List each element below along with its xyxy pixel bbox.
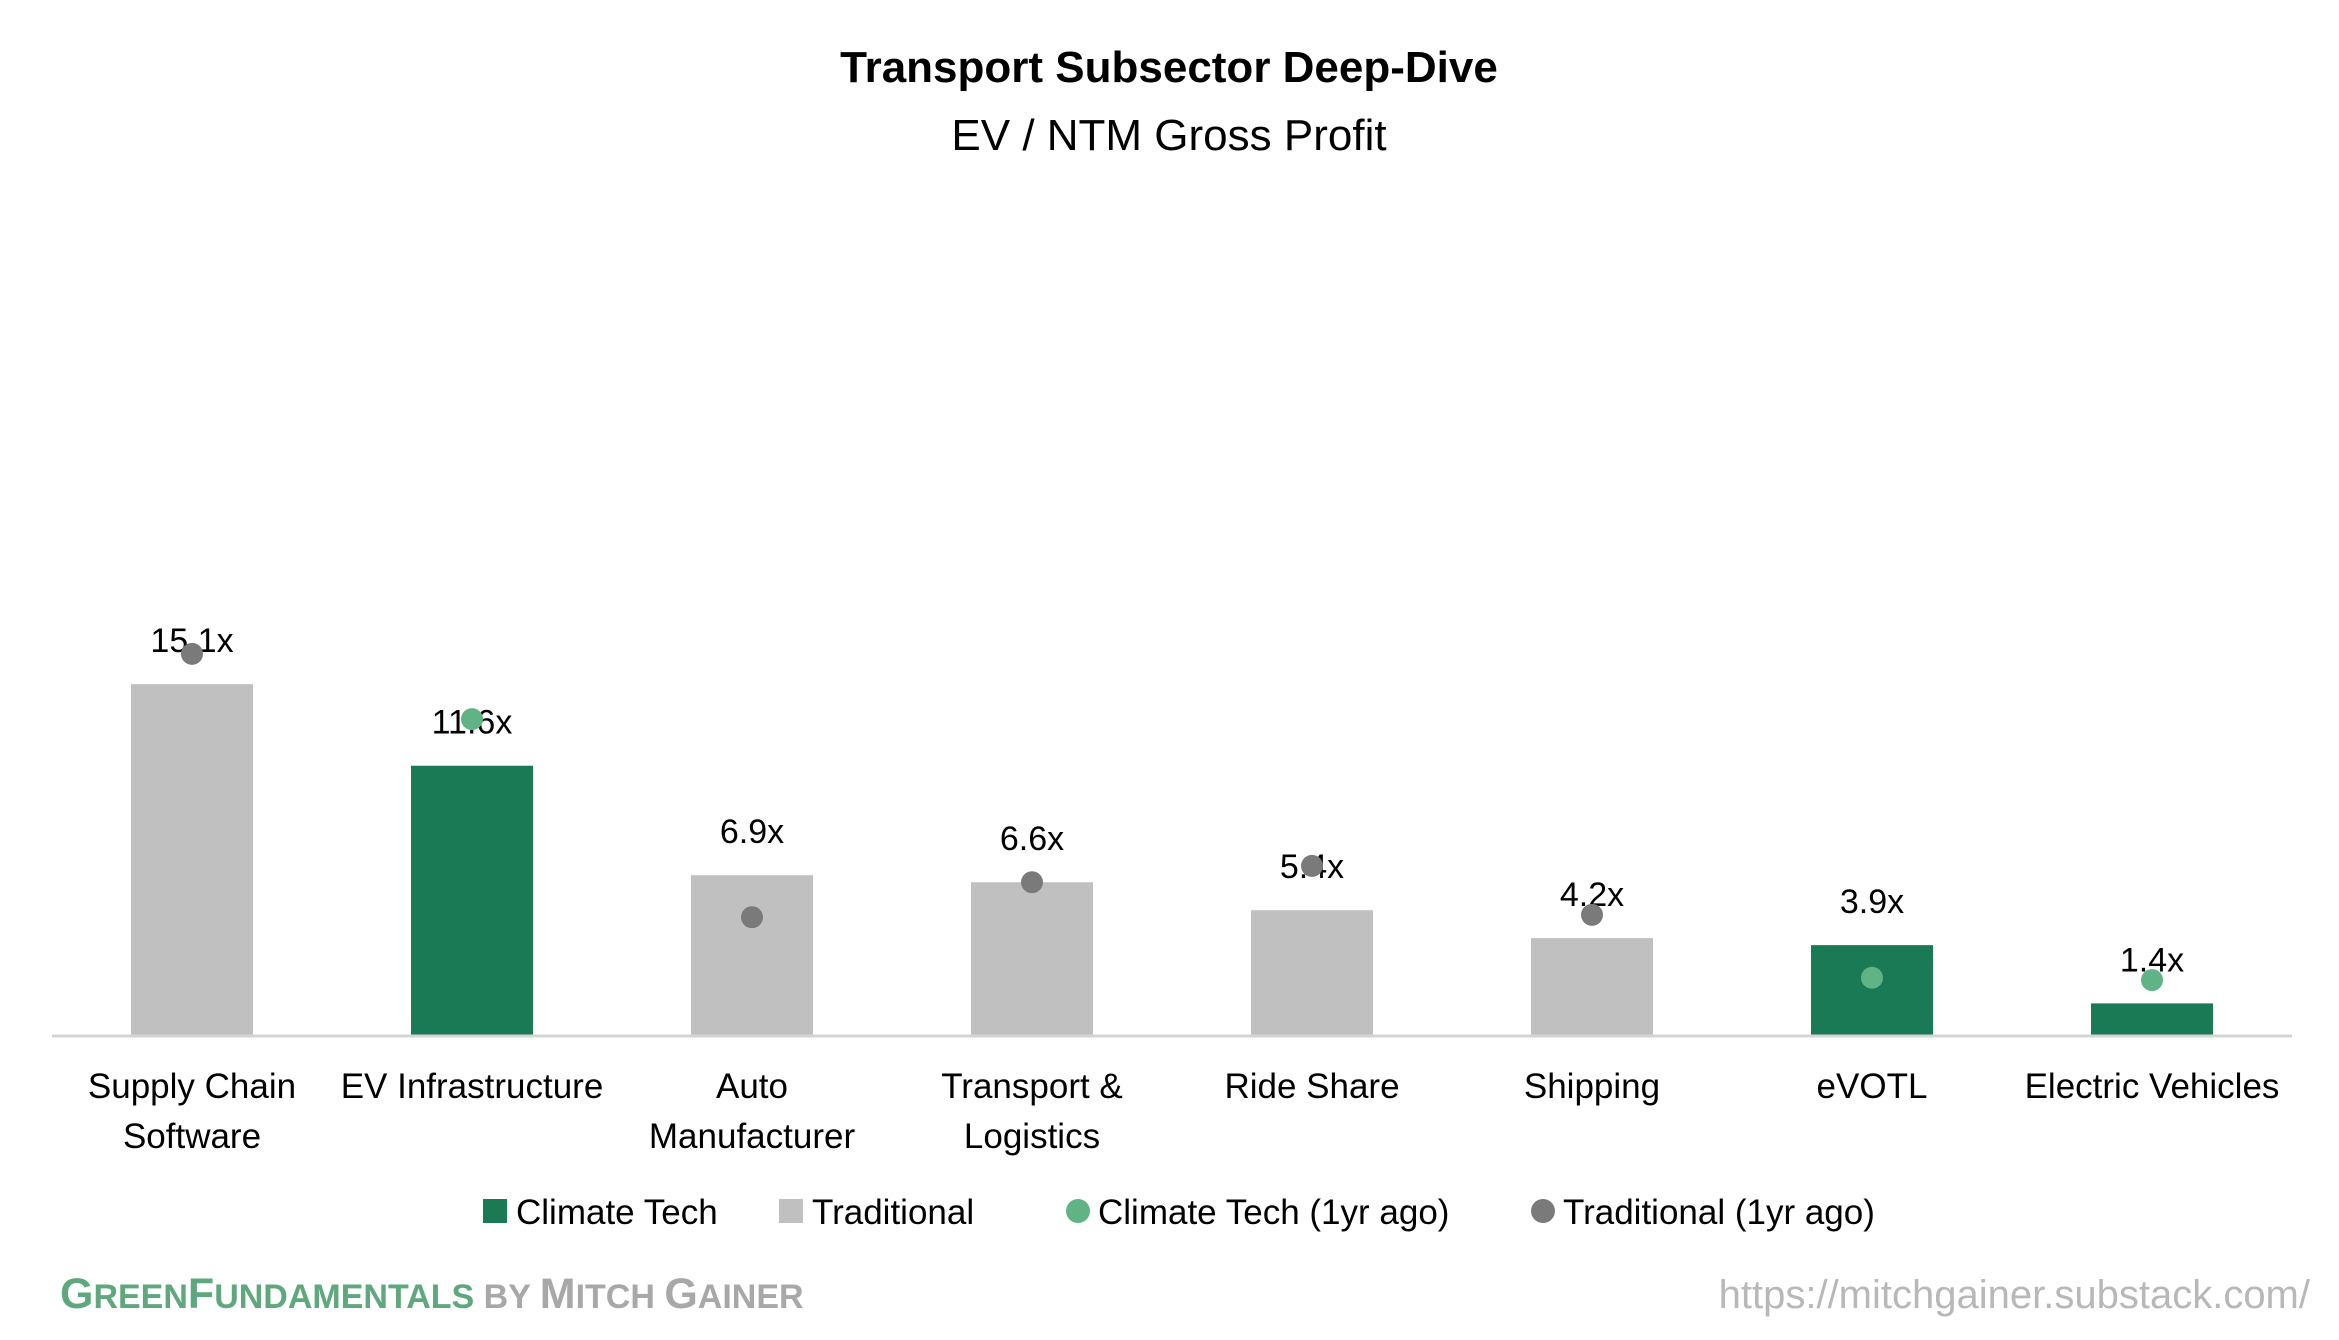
- one-year-ago-marker: [1861, 966, 1883, 989]
- bar: [1251, 910, 1373, 1036]
- category-label: Shipping: [1524, 1067, 1660, 1106]
- one-year-ago-marker: [181, 642, 203, 665]
- legend-swatch: [779, 1199, 803, 1223]
- one-year-ago-marker: [1021, 871, 1043, 894]
- bar: [2091, 1003, 2213, 1036]
- legend-item: Traditional: [779, 1193, 974, 1232]
- one-year-ago-marker: [2141, 969, 2163, 992]
- legend-label: Traditional (1yr ago): [1563, 1193, 1875, 1232]
- brand-letter: G: [664, 1270, 697, 1318]
- legend: Climate Tech Traditional Climate Tech (1yr…: [483, 1193, 1875, 1232]
- data-label: 6.6x: [1000, 820, 1064, 858]
- brand-smallcaps: UNDAMENTALS: [214, 1278, 474, 1316]
- bars-layer: [131, 684, 2213, 1036]
- brand-smallcaps: ITCH: [576, 1278, 665, 1316]
- brand-letter: F: [188, 1270, 214, 1318]
- legend-label: Climate Tech: [516, 1193, 718, 1232]
- legend-item: Climate Tech (1yr ago): [1066, 1193, 1449, 1232]
- brand-smallcaps: AINER: [698, 1278, 804, 1316]
- data-labels-layer: 15.1x11.6x6.9x6.6x5.4x4.2x3.9x1.4x: [150, 622, 2184, 979]
- bar: [691, 875, 813, 1036]
- brand-by: BY: [474, 1278, 540, 1316]
- brand-logo-text: GREENFUNDAMENTALS BY MITCH GAINER: [60, 1270, 804, 1318]
- one-year-ago-marker: [461, 708, 483, 731]
- one-year-ago-marker: [741, 906, 763, 929]
- category-label: Manufacturer: [649, 1117, 856, 1156]
- category-label: Software: [123, 1117, 261, 1156]
- legend-swatch: [1531, 1199, 1555, 1223]
- category-label: EV Infrastructure: [341, 1067, 604, 1106]
- category-label: Logistics: [964, 1117, 1100, 1156]
- bar: [1531, 938, 1653, 1036]
- category-label: Ride Share: [1224, 1067, 1399, 1106]
- legend-label: Climate Tech (1yr ago): [1098, 1193, 1449, 1232]
- category-label: Electric Vehicles: [2025, 1067, 2280, 1106]
- chart-title: Transport Subsector Deep-Dive: [840, 43, 1498, 92]
- legend-label: Traditional: [812, 1193, 974, 1232]
- category-label: Transport &: [941, 1067, 1123, 1106]
- footer-url[interactable]: https://mitchgainer.substack.com/: [1719, 1273, 2311, 1317]
- legend-swatch: [483, 1199, 507, 1223]
- data-label: 6.9x: [720, 813, 784, 851]
- legend-item: Climate Tech: [483, 1193, 718, 1232]
- bar: [1811, 945, 1933, 1036]
- legend-swatch: [1066, 1199, 1090, 1223]
- category-label: eVOTL: [1817, 1067, 1928, 1106]
- legend-item: Traditional (1yr ago): [1531, 1193, 1875, 1232]
- bar: [131, 684, 253, 1036]
- bar: [411, 765, 533, 1036]
- one-year-ago-markers-layer: [181, 642, 2163, 992]
- category-labels-layer: Supply Chain Software EV Infrastructure Aut…: [88, 1067, 2280, 1156]
- one-year-ago-marker: [1581, 903, 1603, 926]
- brand-letter: M: [540, 1270, 576, 1318]
- one-year-ago-marker: [1301, 854, 1323, 877]
- category-label: Supply Chain: [88, 1067, 296, 1106]
- category-label: Auto: [716, 1067, 788, 1106]
- brand-letter: G: [60, 1270, 93, 1318]
- brand-smallcaps: REEN: [93, 1278, 187, 1316]
- chart-subtitle: EV / NTM Gross Profit: [951, 111, 1386, 160]
- bar: [971, 882, 1093, 1036]
- data-label: 3.9x: [1840, 883, 1904, 921]
